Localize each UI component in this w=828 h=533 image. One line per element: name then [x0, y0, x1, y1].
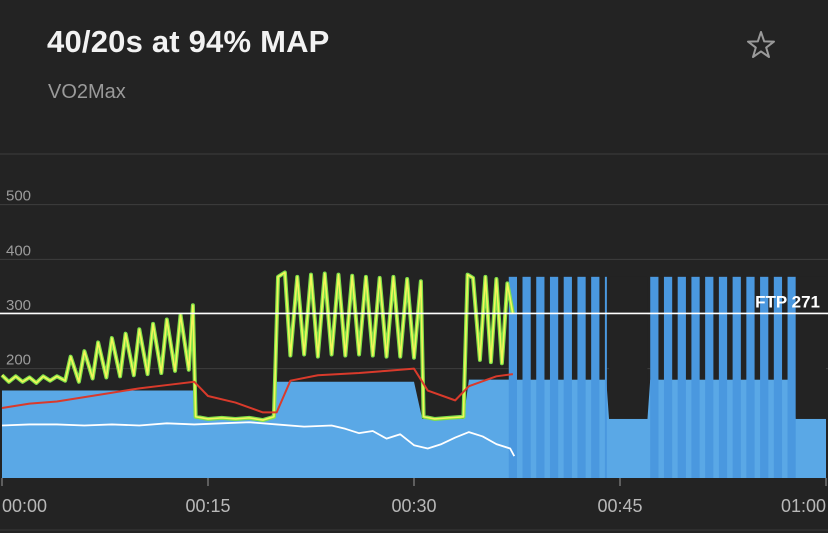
y-tick-label: 500: [6, 188, 31, 205]
interval-bar: [508, 276, 517, 478]
interval-bar: [563, 276, 572, 478]
interval-bar: [522, 276, 531, 478]
interval-bar: [773, 276, 783, 478]
target-power-area: [2, 379, 826, 478]
y-tick-label: 300: [6, 297, 31, 314]
recovery-gap-area: [609, 276, 648, 419]
cooldown-area: [795, 418, 826, 478]
interval-bar: [663, 276, 673, 478]
interval-bar: [705, 276, 714, 478]
interval-bar: [746, 276, 755, 478]
star-outline-icon[interactable]: [744, 28, 778, 62]
interval-bar: [732, 276, 741, 478]
power-actual-line: [1, 271, 514, 421]
interval-bar: [650, 276, 659, 478]
x-tick-label: 01:00: [781, 496, 826, 516]
interval-bar: [591, 276, 600, 478]
workout-header: 40/20s at 94% MAP VO2Max: [0, 0, 828, 150]
workout-chart-svg: FTP 271 500 400 300 200 00:00 00:15 00:30 00:45 0…: [0, 153, 828, 531]
x-tick-label: 00:15: [185, 496, 230, 516]
ftp-label: FTP 271: [755, 292, 820, 311]
x-tick-label: 00:45: [597, 496, 642, 516]
interval-bar: [691, 276, 700, 478]
interval-bar: [677, 276, 686, 478]
interval-bar: [760, 276, 769, 478]
interval-bar: [718, 276, 728, 478]
x-tick-label: 00:30: [391, 496, 436, 516]
heart-rate-line: [1, 367, 514, 414]
workout-title: 40/20s at 94% MAP: [47, 24, 330, 59]
interval-bar: [787, 276, 796, 478]
recovery-area: [609, 418, 648, 478]
interval-bar: [604, 276, 607, 478]
interval-bar: [549, 276, 559, 478]
workout-category: VO2Max: [48, 81, 126, 103]
interval-bar: [536, 276, 545, 478]
workout-chart: FTP 271 500 400 300 200 00:00 00:15 00:30 00:45 0…: [0, 150, 828, 533]
y-tick-label: 400: [6, 242, 31, 259]
cooldown-gap-area: [795, 276, 826, 419]
x-tick-label: 00:00: [2, 496, 47, 516]
cadence-line: [1, 421, 516, 457]
interval-bar: [577, 276, 586, 478]
y-tick-label: 200: [6, 352, 31, 369]
